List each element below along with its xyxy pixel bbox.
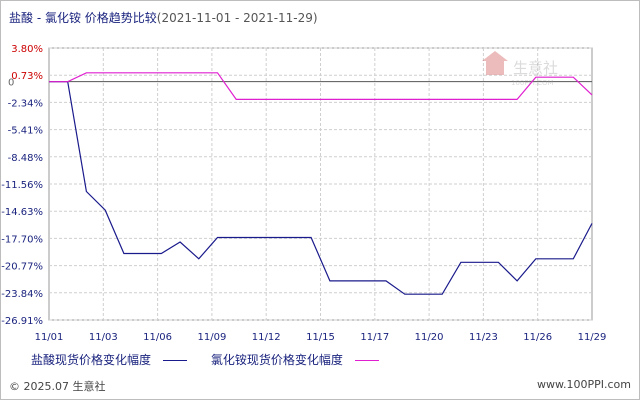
y-tick-label: -17.70% (1, 234, 43, 245)
title-date-range: (2021-11-01 - 2021-11-29) (156, 11, 318, 25)
y-tick-label: -8.48% (8, 153, 43, 164)
chart-title: 盐酸 - 氯化铵 价格趋势比较(2021-11-01 - 2021-11-29) (9, 9, 318, 26)
y-tick-label: -14.63% (1, 207, 43, 218)
y-tick-label: -20.77% (1, 262, 43, 273)
zero-label: 0 (8, 78, 14, 89)
x-tick-label: 11/09 (197, 332, 226, 341)
watermark-logo: 生意社 100PPI.COM (482, 51, 558, 87)
series-lines (49, 72, 593, 295)
copyright-text: © 2025.07 生意社 (9, 380, 106, 393)
x-tick-label: 11/17 (360, 332, 389, 341)
x-tick-label: 11/15 (306, 332, 335, 341)
y-tick-label: -11.56% (1, 180, 43, 191)
y-tick-label: 3.80% (11, 44, 43, 55)
chart-legend: 盐酸现货价格变化幅度 氯化铵现货价格变化幅度 (31, 351, 399, 368)
site-url: www.100PPI.com (537, 378, 631, 391)
x-tick-label: 11/06 (143, 332, 172, 341)
x-tick-label: 11/29 (578, 332, 607, 341)
legend-label-nh4cl: 氯化铵现货价格变化幅度 (210, 353, 343, 367)
y-tick-label: -5.41% (8, 126, 43, 137)
footer: © 2025.07 生意社 www.100PPI.com (9, 378, 631, 394)
x-tick-label: 11/23 (469, 332, 498, 341)
x-tick-label: 11/03 (89, 332, 118, 341)
legend-item-nh4cl: 氯化铵现货价格变化幅度 (211, 351, 379, 368)
legend-swatch-hcl (163, 360, 188, 361)
x-tick-label: 11/20 (415, 332, 444, 341)
y-tick-label: 0.73% (11, 71, 43, 82)
series-line-nh4cl (49, 72, 593, 101)
title-text: 盐酸 - 氯化铵 价格趋势比较 (9, 11, 157, 25)
watermark-roof-icon (482, 51, 508, 61)
x-tick-label: 11/01 (35, 332, 64, 341)
watermark-house-icon (486, 59, 504, 75)
x-tick-label: 11/26 (523, 332, 552, 341)
legend-swatch-nh4cl (354, 360, 379, 361)
y-tick-label: -2.34% (8, 98, 43, 109)
legend-item-hcl: 盐酸现货价格变化幅度 (31, 351, 188, 368)
grid-lines (48, 47, 593, 321)
watermark-text: 生意社 (513, 59, 558, 77)
x-tick-label: 11/12 (252, 332, 281, 341)
watermark-subtext: 100PPI.COM (511, 79, 554, 87)
line-chart: 生意社 100PPI.COM 3.80% 0.73% -2.34% -5.41% -8.… (1, 44, 606, 341)
legend-label-hcl: 盐酸现货价格变化幅度 (31, 353, 152, 367)
axis-labels: 3.80% 0.73% -2.34% -5.41% -8.48% -11.56% -14.6… (1, 44, 606, 341)
y-tick-label: -26.91% (1, 316, 43, 327)
series-line-hcl (49, 81, 593, 295)
y-tick-label: -23.84% (1, 289, 43, 300)
